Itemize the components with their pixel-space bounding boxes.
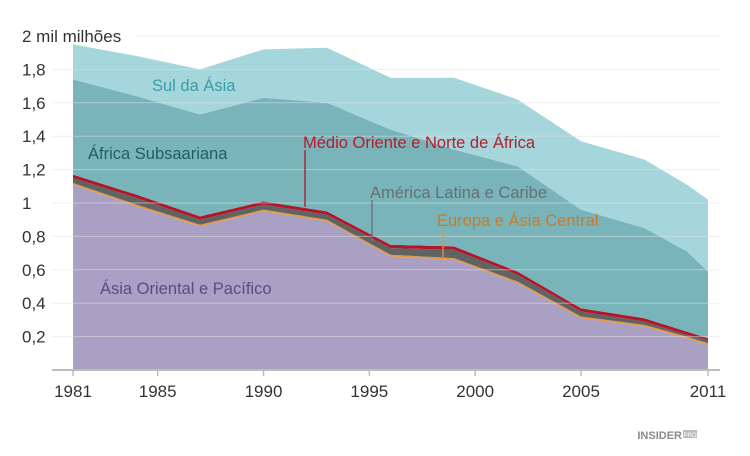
y-tick-label: 2 mil milhões (22, 27, 121, 46)
area--sia-oriental-e-pac-fico (73, 184, 708, 370)
x-tick-label: 2000 (456, 382, 494, 401)
area--frica-subsaariana (73, 79, 708, 339)
y-tick-label: 0,2 (22, 328, 46, 347)
series-label: Médio Oriente e Norte de África (303, 133, 536, 152)
x-axis-tick-labels: 1981 1985 1990 1995 2000 2005 2011 (54, 382, 726, 401)
y-axis-tick-labels: 0,2 0,4 0,6 0,8 1 1,2 1,4 1,6 1,8 2 mil milhões (22, 27, 121, 347)
x-tick-label: 2005 (562, 382, 600, 401)
gridlines (52, 35, 720, 338)
y-tick-label: 1,2 (22, 161, 46, 180)
x-tick-label: 1985 (139, 382, 177, 401)
y-tick-label: 1,4 (22, 127, 46, 146)
label-leader-lines (304, 150, 444, 258)
y-tick-label: 0,6 (22, 261, 46, 280)
y-tick-label: 1,8 (22, 60, 46, 79)
series-label: Ásia Oriental e Pacífico (100, 279, 272, 298)
series-label: Europa e Ásia Central (437, 211, 598, 230)
y-tick-label: 1 (22, 194, 31, 213)
x-axis (52, 369, 720, 376)
x-tick-label: 1995 (350, 382, 388, 401)
series-label: África Subsaariana (88, 144, 228, 163)
x-tick-label: 1981 (54, 382, 92, 401)
series-label: Sul da Ásia (152, 76, 236, 95)
x-tick-label: 2011 (690, 382, 727, 401)
svg-text:INSIDER: INSIDER (637, 430, 682, 442)
series-label: América Latina e Caribe (370, 184, 547, 202)
svg-text:PRO: PRO (683, 433, 696, 439)
area-sul-da-sia (73, 44, 708, 272)
insider-pro-logo: INSIDER PRO (637, 430, 697, 442)
area-layers (73, 44, 708, 370)
y-tick-label: 0,8 (22, 227, 46, 246)
x-tick-label: 1990 (245, 382, 283, 401)
y-tick-label: 0,4 (22, 294, 46, 313)
series-labels: Ásia Oriental e Pacífico Europa e Ásia Ce… (88, 76, 598, 298)
y-tick-label: 1,6 (22, 94, 46, 113)
